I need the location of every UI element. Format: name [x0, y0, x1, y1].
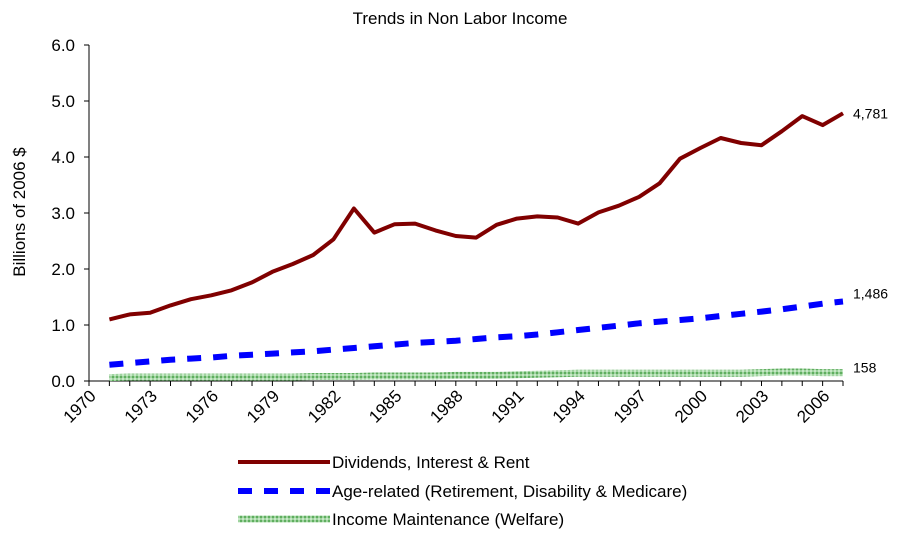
x-tick-label: 1994: [549, 386, 589, 426]
y-tick-label: 1.0: [51, 316, 75, 335]
x-tick-label: 1997: [610, 386, 650, 426]
x-tick-label: 2000: [671, 386, 711, 426]
x-tick-label: 1970: [60, 386, 100, 426]
y-tick-label: 5.0: [51, 92, 75, 111]
x-tick-label: 1979: [243, 386, 283, 426]
y-tick-label: 3.0: [51, 204, 75, 223]
series-line-2: [109, 298, 844, 368]
y-tick-label: 0.0: [51, 372, 75, 391]
series-end-label-1: 4,781: [853, 105, 888, 121]
series-line-3: [109, 368, 843, 382]
y-tick-label: 4.0: [51, 148, 75, 167]
chart-title: Trends in Non Labor Income: [353, 9, 568, 28]
x-tick-label: 2003: [732, 386, 772, 426]
x-tick-label: 1973: [121, 386, 161, 426]
legend: Dividends, Interest & Rent Age-related (R…: [238, 453, 687, 529]
x-tick-label: 1982: [304, 386, 344, 426]
series-end-label-3: 158: [853, 360, 877, 376]
legend-label-1: Dividends, Interest & Rent: [332, 453, 530, 472]
legend-label-3: Income Maintenance (Welfare): [332, 510, 564, 529]
x-tick-label: 1976: [182, 386, 222, 426]
y-tick-label: 2.0: [51, 260, 75, 279]
x-tick-label: 1985: [365, 386, 405, 426]
series-line-1: [108, 111, 845, 322]
legend-label-2: Age-related (Retirement, Disability & Me…: [332, 482, 687, 501]
x-tick-label: 1988: [426, 386, 466, 426]
x-tick-label: 1991: [488, 386, 528, 426]
series-end-label-2: 1,486: [853, 285, 888, 301]
y-tick-label: 6.0: [51, 36, 75, 55]
y-axis-label: Billions of 2006 $: [10, 147, 29, 277]
x-tick-label: 2006: [793, 386, 833, 426]
